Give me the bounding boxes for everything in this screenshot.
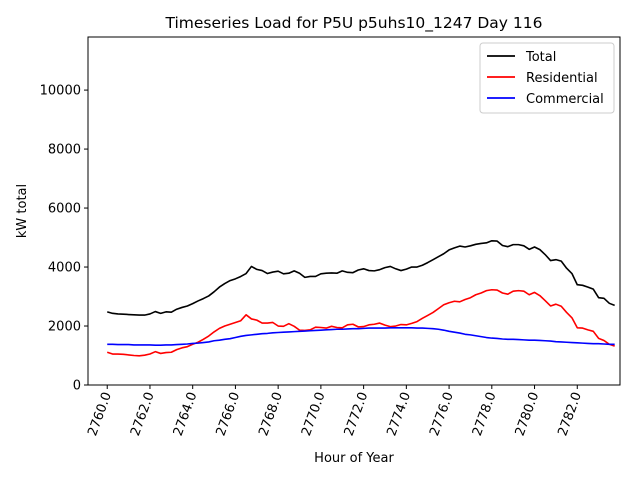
- series-line-residential: [106, 288, 615, 357]
- legend-label-commercial: Commercial: [526, 92, 604, 107]
- series-layer: [106, 239, 615, 357]
- y-tick-label: 4000: [48, 261, 81, 276]
- y-tick-label: 0: [73, 379, 81, 394]
- series-line-total: [107, 239, 615, 316]
- y-tick-label: 6000: [48, 202, 81, 217]
- y-axis-label: kW total: [15, 184, 30, 238]
- x-axis-label: Hour of Year: [314, 451, 394, 466]
- legend-label-total: Total: [525, 50, 556, 65]
- y-axis: 0 2000 4000 6000 8000 10000: [40, 84, 88, 394]
- legend-label-residential: Residential: [526, 71, 598, 86]
- y-tick-label: 2000: [48, 320, 81, 335]
- y-tick-label: 8000: [48, 143, 81, 158]
- series-line-commercial: [107, 326, 615, 346]
- chart-title: Timeseries Load for P5U p5uhs10_1247 Day…: [165, 14, 543, 33]
- y-tick-label: 10000: [40, 84, 81, 99]
- legend-box: [479, 42, 615, 114]
- plot-frame: [87, 36, 621, 386]
- legend: Total Residential Commercial: [479, 42, 615, 114]
